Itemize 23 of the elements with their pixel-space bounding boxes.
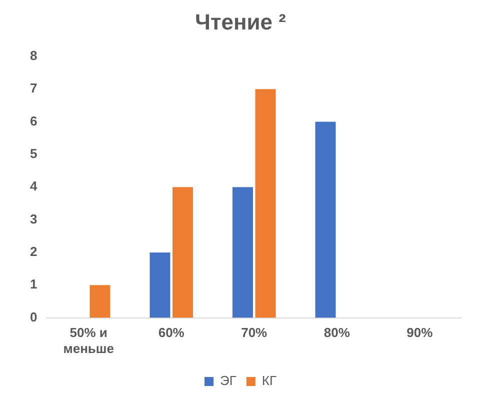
legend-label: ЭГ: [220, 373, 236, 388]
y-tick-label: 0: [30, 309, 38, 324]
y-tick-label: 4: [30, 178, 38, 194]
bar: [90, 285, 110, 318]
bar: [172, 187, 193, 318]
x-tick-label: 50% и меньше: [63, 325, 114, 356]
x-tick-label: 70%: [241, 325, 268, 340]
y-tick-label: 1: [30, 276, 38, 292]
y-tick-label: 3: [30, 211, 38, 226]
bar: [255, 89, 276, 318]
y-tick-label: 2: [30, 244, 38, 260]
x-tick-label: 90%: [406, 325, 434, 340]
legend-label: КГ: [262, 373, 277, 388]
y-tick-label: 6: [30, 113, 38, 128]
bar: [150, 252, 170, 318]
x-tick-label: 80%: [324, 325, 350, 340]
chart-title: Чтение ²: [195, 9, 286, 34]
y-tick-label: 8: [30, 48, 38, 63]
bar: [315, 122, 336, 318]
x-tick-label: 60%: [158, 325, 185, 340]
bar: [232, 187, 253, 318]
y-tick-label: 5: [30, 146, 38, 162]
y-tick-label: 7: [30, 80, 38, 96]
